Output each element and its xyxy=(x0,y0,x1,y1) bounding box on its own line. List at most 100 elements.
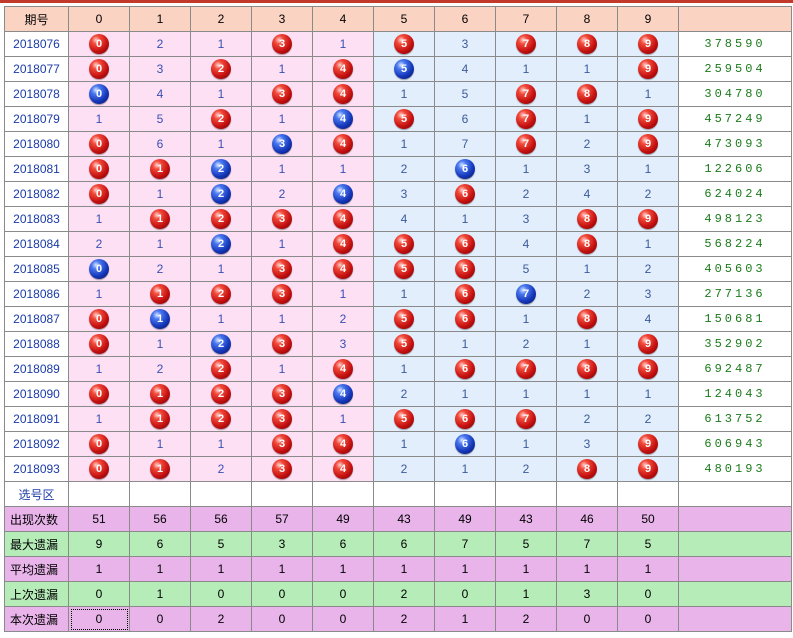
digit-cell-6: 4 xyxy=(434,56,496,82)
digit-cell-8: 8 xyxy=(556,231,618,257)
select-cell-3[interactable] xyxy=(251,481,313,507)
omission-count: 1 xyxy=(583,337,591,351)
digit-cell-7: 7 xyxy=(495,81,557,107)
digit-header-3[interactable]: 3 xyxy=(251,6,313,32)
digit-cell-0: 1 xyxy=(68,106,130,132)
digit-cell-8: 8 xyxy=(556,356,618,382)
select-cell-5[interactable] xyxy=(373,481,435,507)
digit-cell-6: 6 xyxy=(434,181,496,207)
result-header[interactable] xyxy=(678,6,792,32)
digit-cell-4: 3 xyxy=(312,331,374,357)
digit-cell-3: 1 xyxy=(251,306,313,332)
stat-value-3: 57 xyxy=(251,506,313,532)
digit-cell-5: 5 xyxy=(373,406,435,432)
stat-value-0: 1 xyxy=(68,556,130,582)
digit-cell-0: 1 xyxy=(68,206,130,232)
red-ball-icon: 3 xyxy=(272,209,292,229)
digit-cell-4: 4 xyxy=(312,56,374,82)
select-cell-4[interactable] xyxy=(312,481,374,507)
red-ball-icon: 4 xyxy=(333,434,353,454)
digit-header-6[interactable]: 6 xyxy=(434,6,496,32)
blue-ball-icon: 0 xyxy=(89,84,109,104)
digit-cell-4: 4 xyxy=(312,131,374,157)
draw-row: 2018080 0 6 1 3 4 1 7 7 2 9 473093 xyxy=(4,131,792,157)
digit-cell-0: 0 xyxy=(68,431,130,457)
select-cell-2[interactable] xyxy=(190,481,252,507)
select-cell-6[interactable] xyxy=(434,481,496,507)
digit-cell-8: 1 xyxy=(556,56,618,82)
select-cell-7[interactable] xyxy=(495,481,557,507)
red-ball-icon: 9 xyxy=(638,334,658,354)
red-ball-icon: 6 xyxy=(455,359,475,379)
omission-count: 2 xyxy=(583,412,591,426)
digit-header-5[interactable]: 5 xyxy=(373,6,435,32)
red-ball-icon: 5 xyxy=(394,409,414,429)
period-cell: 2018080 xyxy=(4,131,69,157)
digit-cell-0: 0 xyxy=(68,306,130,332)
select-cell-1[interactable] xyxy=(129,481,191,507)
draw-row: 2018085 0 2 1 3 4 5 6 5 1 2 405603 xyxy=(4,256,792,282)
select-cell-0[interactable] xyxy=(68,481,130,507)
digit-cell-4: 1 xyxy=(312,281,374,307)
omission-count: 2 xyxy=(339,312,347,326)
red-ball-icon: 8 xyxy=(577,459,597,479)
digit-header-2[interactable]: 2 xyxy=(190,6,252,32)
digit-cell-8: 2 xyxy=(556,406,618,432)
red-ball-icon: 2 xyxy=(211,384,231,404)
omission-count: 2 xyxy=(522,462,530,476)
draw-result: 473093 xyxy=(678,131,792,157)
digit-header-7[interactable]: 7 xyxy=(495,6,557,32)
blue-ball-icon: 2 xyxy=(211,184,231,204)
omission-count: 1 xyxy=(278,237,286,251)
omission-count: 1 xyxy=(217,37,225,51)
digit-header-9[interactable]: 9 xyxy=(617,6,679,32)
stat-empty xyxy=(678,606,792,632)
digit-cell-4: 1 xyxy=(312,406,374,432)
digit-cell-1: 1 xyxy=(129,331,191,357)
omission-count: 1 xyxy=(461,212,469,226)
draw-result: 692487 xyxy=(678,356,792,382)
period-header[interactable]: 期号 xyxy=(4,6,69,32)
digit-header-4[interactable]: 4 xyxy=(312,6,374,32)
digit-cell-0: 0 xyxy=(68,31,130,57)
stat-empty xyxy=(678,556,792,582)
red-ball-icon: 0 xyxy=(89,184,109,204)
digit-cell-0: 0 xyxy=(68,256,130,282)
digit-cell-7: 3 xyxy=(495,206,557,232)
blue-ball-icon: 5 xyxy=(394,59,414,79)
digit-cell-1: 1 xyxy=(129,281,191,307)
digit-cell-0: 0 xyxy=(68,456,130,482)
digit-cell-1: 1 xyxy=(129,206,191,232)
digit-cell-7: 1 xyxy=(495,56,557,82)
digit-cell-1: 1 xyxy=(129,456,191,482)
omission-count: 2 xyxy=(217,462,225,476)
period-cell: 2018087 xyxy=(4,306,69,332)
digit-cell-8: 8 xyxy=(556,206,618,232)
digit-cell-6: 1 xyxy=(434,206,496,232)
select-cell-8[interactable] xyxy=(556,481,618,507)
digit-header-1[interactable]: 1 xyxy=(129,6,191,32)
draw-row: 2018087 0 1 1 1 2 5 6 1 8 4 150681 xyxy=(4,306,792,332)
red-ball-icon: 1 xyxy=(150,409,170,429)
draw-row: 2018091 1 1 2 3 1 5 6 7 2 2 613752 xyxy=(4,406,792,432)
stat-value-7: 43 xyxy=(495,506,557,532)
select-cell-9[interactable] xyxy=(617,481,679,507)
stat-value-2: 5 xyxy=(190,531,252,557)
digit-cell-4: 4 xyxy=(312,431,374,457)
omission-count: 1 xyxy=(95,412,103,426)
digit-cell-6: 6 xyxy=(434,231,496,257)
digit-cell-8: 3 xyxy=(556,431,618,457)
digit-header-8[interactable]: 8 xyxy=(556,6,618,32)
summary-rows: 选号区 出现次数 51 56 56 57 49 43 49 43 46 50 最大遗漏 9 6 5 3 6 6 7 5… xyxy=(4,481,792,632)
red-ball-icon: 5 xyxy=(394,234,414,254)
digit-cell-5: 1 xyxy=(373,131,435,157)
digit-cell-4: 4 xyxy=(312,356,374,382)
digit-cell-2: 1 xyxy=(190,431,252,457)
digit-cell-2: 2 xyxy=(190,206,252,232)
stat-value-1: 1 xyxy=(129,556,191,582)
digit-cell-7: 5 xyxy=(495,256,557,282)
omission-count: 1 xyxy=(156,337,164,351)
digit-cell-8: 8 xyxy=(556,456,618,482)
digit-header-0[interactable]: 0 xyxy=(68,6,130,32)
omission-count: 1 xyxy=(278,112,286,126)
